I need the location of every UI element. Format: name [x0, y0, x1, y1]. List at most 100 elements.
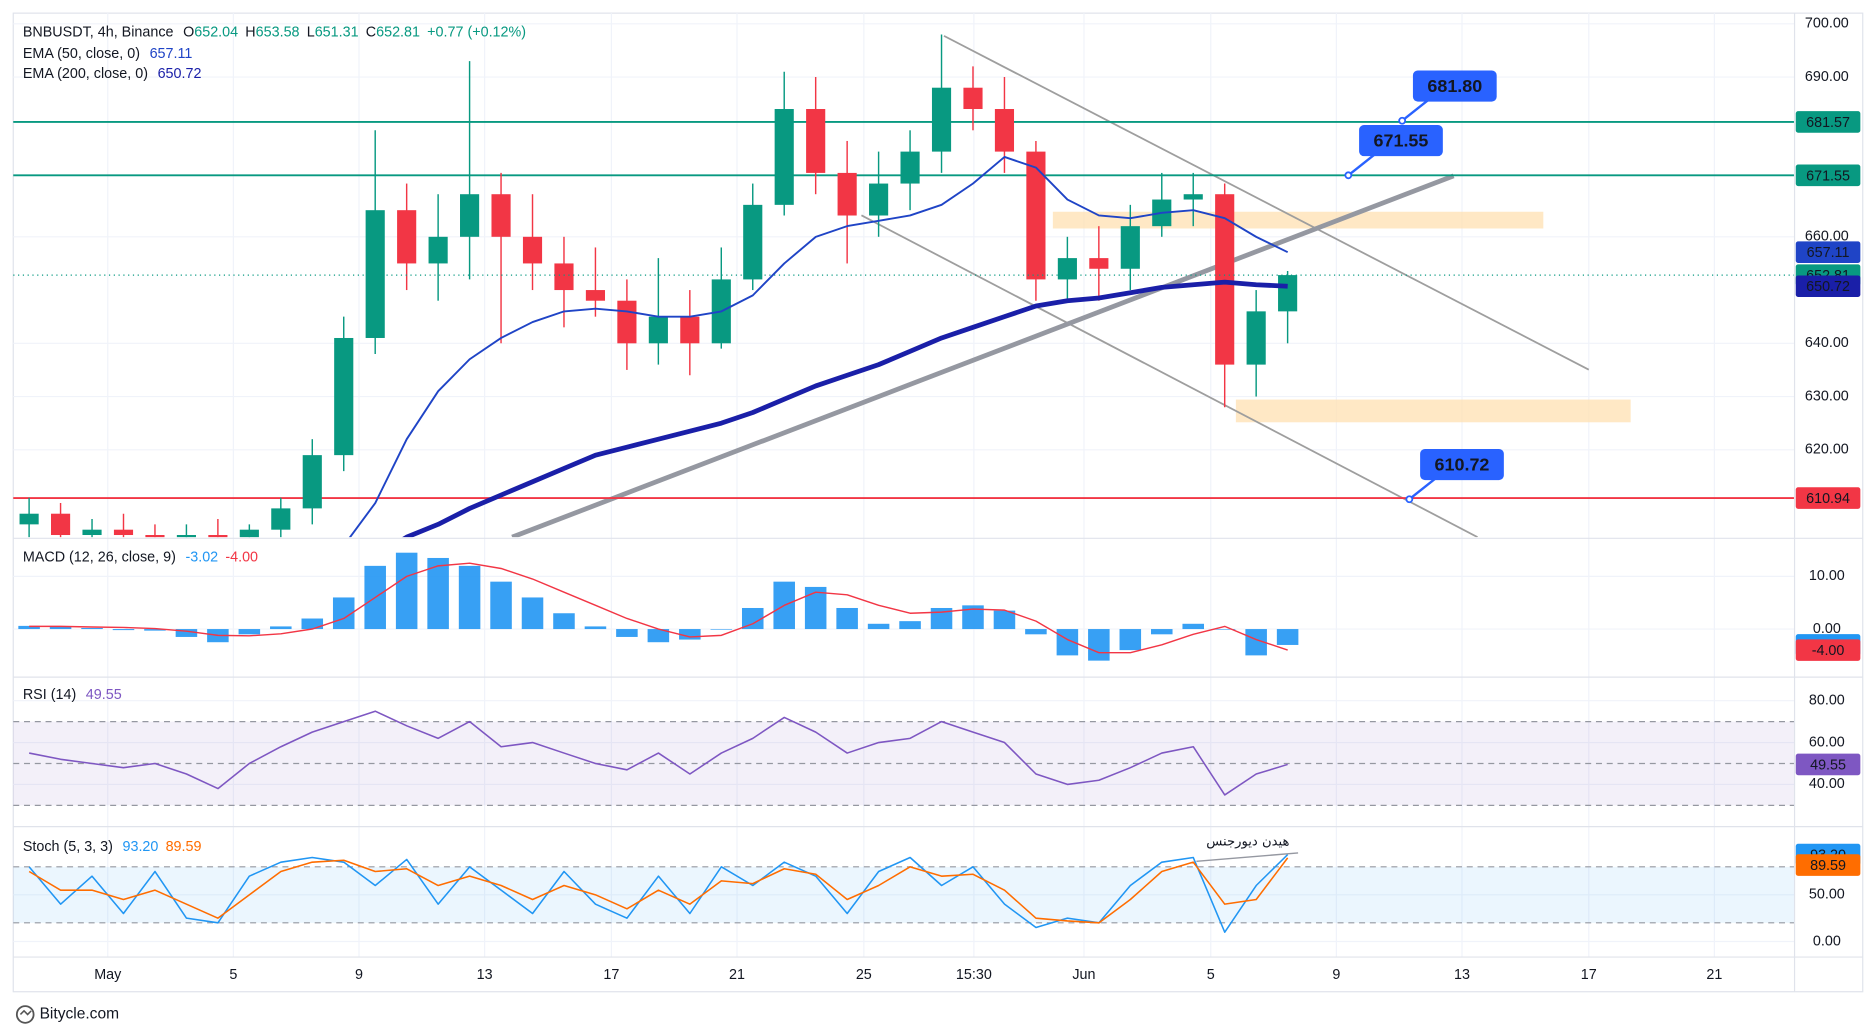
- candle-body: [1246, 311, 1266, 365]
- candle-body: [1278, 275, 1298, 312]
- o-label: O: [183, 24, 194, 40]
- legend-value: -4.00: [225, 549, 258, 565]
- candle-body: [931, 87, 952, 152]
- candle-body: [239, 529, 259, 538]
- macd-bar: [836, 607, 858, 630]
- callout-label: 671.55: [1374, 131, 1429, 151]
- y-tick-label: 630.00: [1805, 388, 1849, 404]
- macd-bar: [270, 626, 292, 630]
- callout-anchor: [1398, 116, 1407, 125]
- series-line: [402, 279, 1288, 538]
- legend-name: EMA (50, close, 0): [23, 46, 140, 62]
- macd-bar: [930, 607, 953, 630]
- trend-line: [511, 173, 1455, 538]
- macd-bar: [301, 618, 324, 630]
- macd-bar: [521, 597, 544, 630]
- macd-bar: [1119, 629, 1142, 651]
- candle-body: [113, 529, 134, 536]
- h-value: 653.58: [256, 24, 300, 40]
- x-tick-label: 5: [229, 967, 237, 983]
- candle-body: [900, 151, 920, 184]
- callout-anchor: [1405, 495, 1414, 504]
- callout-pointer: [1408, 475, 1439, 501]
- macd-bar: [647, 629, 670, 643]
- candle-body: [428, 236, 448, 264]
- l-label: L: [307, 24, 315, 40]
- callout-box: [1420, 448, 1504, 481]
- legend: MACD (12, 26, close, 9) -3.02 -4.00: [23, 549, 258, 565]
- series-label: -4.00: [1812, 643, 1845, 659]
- band: [13, 721, 1795, 806]
- series-label: 89.59: [1810, 858, 1846, 874]
- x-tick-label: May: [94, 967, 122, 983]
- change: +0.77 (+0.12%): [427, 24, 526, 40]
- level-label: 681.57: [1806, 115, 1850, 131]
- legend: EMA (50, close, 0) 657.11: [23, 46, 193, 62]
- macd-bar: [1213, 629, 1236, 630]
- legend-name: EMA (200, close, 0): [23, 66, 148, 82]
- macd-bar: [49, 626, 72, 630]
- macd-bar: [238, 629, 261, 635]
- y-tick-label: 10.00: [1809, 568, 1845, 584]
- series-label-box: [1795, 854, 1861, 876]
- x-tick-label: 15:30: [956, 967, 992, 983]
- symbol: BNBUSDT, 4h, Binance: [23, 24, 174, 40]
- macd-bar: [175, 629, 198, 637]
- y-tick-label: 700.00: [1805, 16, 1849, 32]
- x-tick-label: 21: [1706, 967, 1722, 983]
- series-label: 650.72: [1806, 279, 1850, 295]
- x-tick-label: Jun: [1072, 967, 1095, 983]
- macd-bar: [81, 627, 103, 630]
- candle-body: [774, 109, 794, 205]
- divergence-line: [1196, 852, 1299, 863]
- macd-bar: [395, 552, 418, 630]
- grid: [13, 13, 1795, 958]
- candle-body: [302, 455, 322, 509]
- legend-name: MACD (12, 26, close, 9): [23, 549, 176, 565]
- drawings: [511, 35, 1631, 538]
- legend-value: -3.02: [185, 549, 218, 565]
- callout-pointer: [1347, 151, 1378, 177]
- candle-body: [585, 290, 606, 301]
- x-tick-label: 17: [1581, 967, 1597, 983]
- series-line: [28, 853, 1289, 933]
- h-label: H: [245, 24, 255, 40]
- channel-upper: [943, 35, 1590, 371]
- series-line: [29, 562, 1288, 654]
- y-tick-label: 0.00: [1813, 621, 1841, 637]
- legend-value: 49.55: [86, 687, 122, 703]
- y-tick-label: 620.00: [1805, 442, 1849, 458]
- candle-body: [1183, 194, 1203, 200]
- macd-bar: [710, 629, 733, 630]
- candle-body: [397, 210, 417, 264]
- x-tick-label: 13: [477, 967, 493, 983]
- legend-value: 93.20: [122, 839, 158, 855]
- candle-body: [145, 535, 165, 538]
- series-label-box: [1795, 639, 1861, 661]
- level-label-box: [1795, 111, 1861, 133]
- y-tick-label: 0.00: [1813, 933, 1841, 949]
- candle-body: [334, 337, 354, 456]
- legend: Stoch (5, 3, 3) 93.20 89.59: [23, 839, 202, 855]
- candle-body: [491, 194, 511, 237]
- candle-body: [648, 316, 668, 344]
- candle-body: [82, 529, 102, 536]
- x-tick-label: 9: [1332, 967, 1340, 983]
- legend: EMA (200, close, 0) 650.72: [23, 66, 202, 82]
- l-value: 651.31: [315, 24, 359, 40]
- candle-body: [176, 535, 196, 538]
- candle-body: [365, 210, 385, 338]
- level-label-box: [1795, 487, 1861, 509]
- band: [13, 866, 1795, 923]
- candle-body: [1089, 258, 1109, 269]
- macd-bar: [993, 610, 1016, 630]
- y-tick-label: 60.00: [1809, 734, 1845, 750]
- candle-body: [19, 513, 39, 525]
- y-tick-label: 80.00: [1809, 692, 1845, 708]
- candle-body: [522, 236, 543, 264]
- candle-body: [617, 300, 637, 344]
- candle-body: [743, 204, 763, 280]
- callout-anchor: [1344, 171, 1353, 180]
- x-tick-label: 9: [355, 967, 363, 983]
